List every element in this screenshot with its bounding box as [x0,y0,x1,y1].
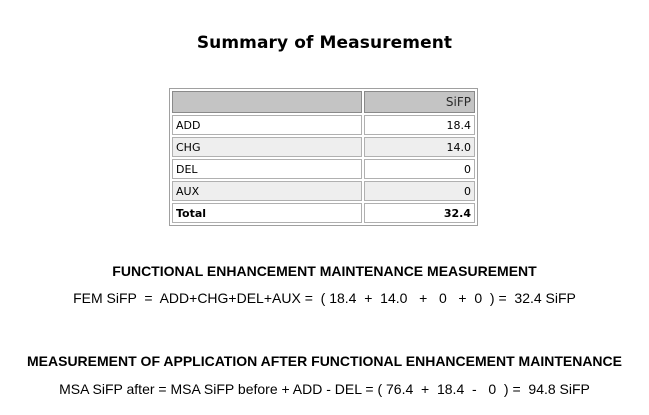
fem-heading: FUNCTIONAL ENHANCEMENT MAINTENANCE MEASU… [112,263,537,279]
table-row: CHG 14.0 [172,137,475,157]
total-value: 32.4 [364,203,475,223]
row-value-del: 0 [364,159,475,179]
table-header-blank [172,91,362,113]
table-row: DEL 0 [172,159,475,179]
fem-formula: FEM SiFP = ADD+CHG+DEL+AUX = ( 18.4 + 14… [73,290,576,306]
row-value-chg: 14.0 [364,137,475,157]
table-row: AUX 0 [172,181,475,201]
msa-heading: MEASUREMENT OF APPLICATION AFTER FUNCTIO… [27,353,622,369]
row-value-add: 18.4 [364,115,475,135]
summary-table: SiFP ADD 18.4 CHG 14.0 DEL 0 AUX 0 Total… [169,88,478,226]
row-label-del: DEL [172,159,362,179]
row-value-aux: 0 [364,181,475,201]
row-label-chg: CHG [172,137,362,157]
page-title: Summary of Measurement [196,33,453,53]
table-row: ADD 18.4 [172,115,475,135]
total-label: Total [172,203,362,223]
table-header-sifp: SiFP [364,91,475,113]
msa-formula: MSA SiFP after = MSA SiFP before + ADD -… [59,381,590,397]
row-label-add: ADD [172,115,362,135]
row-label-aux: AUX [172,181,362,201]
table-header-row: SiFP [172,91,475,113]
table-total-row: Total 32.4 [172,203,475,223]
